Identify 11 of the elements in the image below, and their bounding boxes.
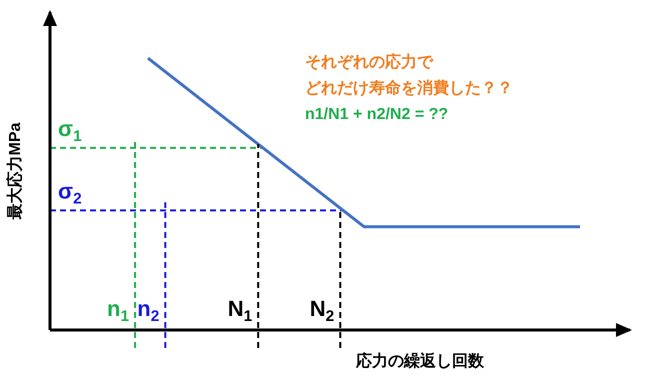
annotation: n$_{2}$ (137, 296, 160, 326)
annotation: それぞれの応力で (305, 52, 434, 71)
x-axis-title: 応力の繰返し回数 (355, 351, 485, 370)
ref-line-label: σ$_{1}$ (58, 116, 82, 146)
y-axis-title: 最大応力MPa (5, 122, 24, 220)
ref-line-label: σ$_{2}$ (58, 178, 82, 208)
annotation: どれだけ寿命を消費した？？ (305, 79, 513, 97)
annotation: N$_{2}$ (310, 296, 334, 326)
annotation: N$_{1}$ (228, 296, 253, 326)
annotation: n1/N1 + n2/N2 = ?? (305, 106, 448, 123)
annotation: n$_{1}$ (107, 296, 130, 326)
